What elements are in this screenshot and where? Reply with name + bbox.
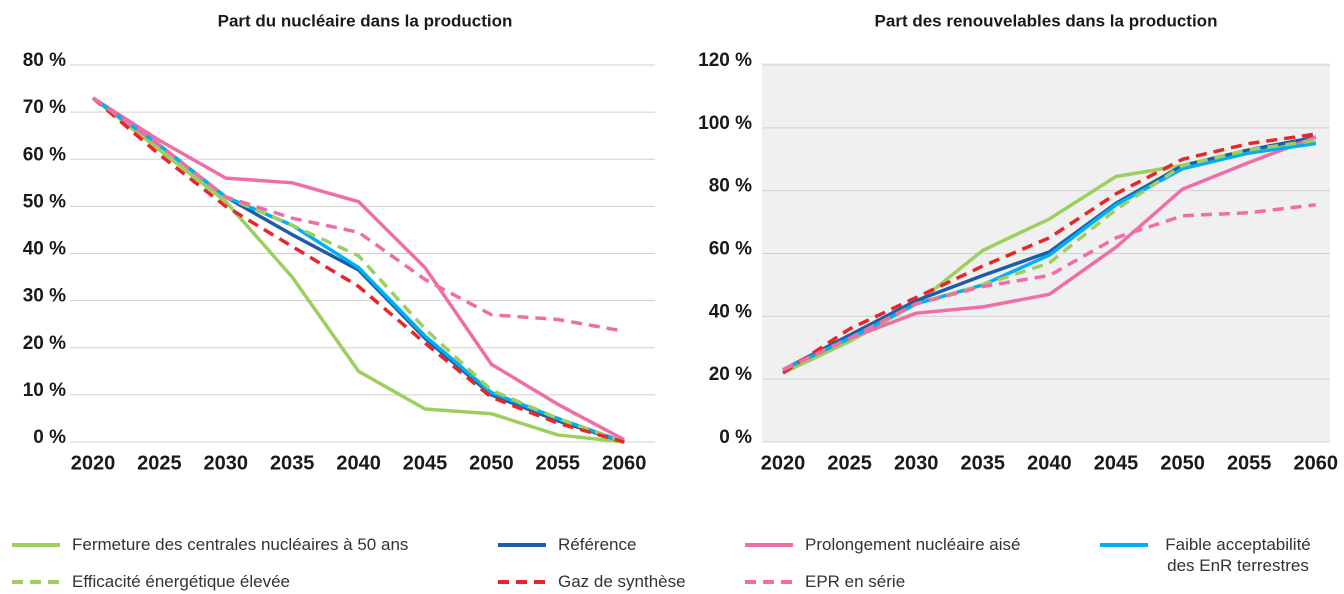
y-tick-label: 50 %: [23, 191, 66, 212]
x-tick-label: 2035: [961, 452, 1006, 474]
y-tick-label: 20 %: [23, 333, 66, 354]
legend-label: Référence: [558, 535, 637, 554]
x-tick-label: 2060: [1294, 452, 1339, 474]
x-tick-label: 2045: [403, 452, 448, 474]
x-tick-label: 2020: [761, 452, 806, 474]
chart-title: Part du nucléaire dans la production: [218, 11, 513, 30]
x-tick-label: 2020: [71, 452, 116, 474]
x-tick-label: 2040: [336, 452, 381, 474]
x-tick-label: 2060: [602, 452, 647, 474]
y-tick-label: 0 %: [33, 427, 66, 448]
x-tick-label: 2055: [536, 452, 581, 474]
y-tick-label: 0 %: [719, 427, 752, 448]
legend-label: Fermeture des centrales nucléaires à 50 …: [72, 535, 409, 554]
y-tick-label: 120 %: [698, 50, 752, 71]
y-tick-label: 10 %: [23, 380, 66, 401]
legend-label: Prolongement nucléaire aisé: [805, 535, 1021, 554]
x-tick-label: 2030: [204, 452, 249, 474]
legend-label: EPR en série: [805, 572, 906, 591]
plot-area: [70, 63, 655, 442]
y-tick-label: 100 %: [698, 113, 752, 134]
legend-label: Efficacité énergétique élevée: [72, 572, 291, 591]
x-tick-label: 2050: [1160, 452, 1205, 474]
series-line: [92, 96, 626, 442]
series-line: [91, 96, 625, 444]
series-line: [91, 96, 625, 444]
x-tick-label: 2040: [1027, 452, 1072, 474]
y-tick-label: 80 %: [709, 176, 752, 197]
series-line: [782, 135, 1317, 372]
y-tick-label: 40 %: [23, 239, 66, 260]
y-tick-label: 60 %: [23, 144, 66, 165]
chart-title: Part des renouvelables dans la productio…: [875, 11, 1218, 30]
y-tick-label: 30 %: [23, 286, 66, 307]
x-tick-label: 2025: [827, 452, 872, 474]
y-tick-label: 80 %: [23, 50, 66, 71]
series-line: [782, 203, 1317, 372]
legend-label: Gaz de synthèse: [558, 572, 686, 591]
series-line: [91, 96, 625, 333]
y-tick-label: 40 %: [709, 301, 752, 322]
x-tick-label: 2050: [469, 452, 514, 474]
x-tick-label: 2030: [894, 452, 939, 474]
x-tick-label: 2025: [137, 452, 182, 474]
legend-label: Faible acceptabilité des EnR terrestres: [1165, 535, 1311, 575]
x-tick-label: 2035: [270, 452, 315, 474]
y-tick-label: 70 %: [23, 97, 66, 118]
x-tick-label: 2045: [1094, 452, 1139, 474]
y-tick-label: 60 %: [709, 239, 752, 260]
y-tick-label: 20 %: [709, 364, 752, 385]
series-line: [782, 135, 1317, 372]
x-tick-label: 2055: [1227, 452, 1272, 474]
